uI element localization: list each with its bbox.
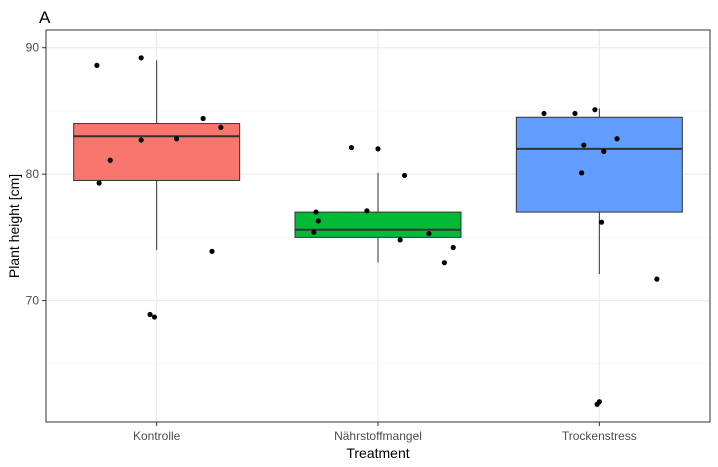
data-point — [151, 314, 158, 320]
data-point — [401, 172, 408, 179]
data-point — [107, 157, 113, 163]
data-point — [96, 180, 102, 186]
data-point — [601, 148, 607, 154]
box-1 — [294, 172, 462, 263]
y-tick-label: 80 — [26, 167, 40, 181]
data-point — [364, 208, 370, 214]
data-point — [596, 399, 602, 405]
box-layer — [73, 60, 683, 275]
data-point — [138, 55, 144, 61]
data-point — [426, 230, 432, 237]
data-point — [313, 209, 319, 215]
data-point — [654, 276, 660, 282]
box-iqr — [515, 116, 683, 213]
data-point — [581, 142, 587, 148]
data-point — [397, 237, 403, 243]
y-tick-label: 70 — [26, 294, 40, 308]
y-axis-title: Plant height [cm] — [6, 174, 22, 278]
data-point — [541, 110, 547, 117]
x-axis-title: Treatment — [346, 445, 409, 461]
data-point — [592, 107, 598, 113]
data-point — [138, 137, 144, 143]
data-point — [311, 229, 317, 235]
x-tick-label: Nährstoffmangel — [334, 429, 422, 443]
data-point — [209, 248, 215, 254]
x-tick-label: Trockenstress — [562, 429, 637, 443]
data-point — [441, 260, 447, 266]
axes: 70 80 90 Kontrolle Nährstoffmangel Trockenstr… — [26, 41, 637, 443]
x-tick-label: Kontrolle — [133, 429, 181, 443]
data-point — [572, 110, 578, 117]
data-point — [348, 145, 355, 151]
data-point — [173, 136, 180, 142]
y-tick-label: 90 — [26, 41, 40, 55]
box-iqr — [73, 123, 241, 181]
data-point — [598, 219, 605, 225]
data-point — [450, 244, 456, 251]
data-point — [375, 146, 381, 152]
box-iqr — [294, 211, 462, 238]
box-0 — [73, 60, 241, 251]
data-point — [579, 170, 585, 176]
data-point — [147, 311, 153, 318]
data-point — [315, 218, 321, 224]
data-point — [218, 124, 224, 130]
data-point — [614, 136, 620, 142]
data-point — [200, 115, 206, 122]
data-points — [94, 55, 660, 407]
panel-tag: A — [39, 8, 51, 27]
data-point — [94, 62, 100, 69]
box-2 — [515, 108, 683, 275]
